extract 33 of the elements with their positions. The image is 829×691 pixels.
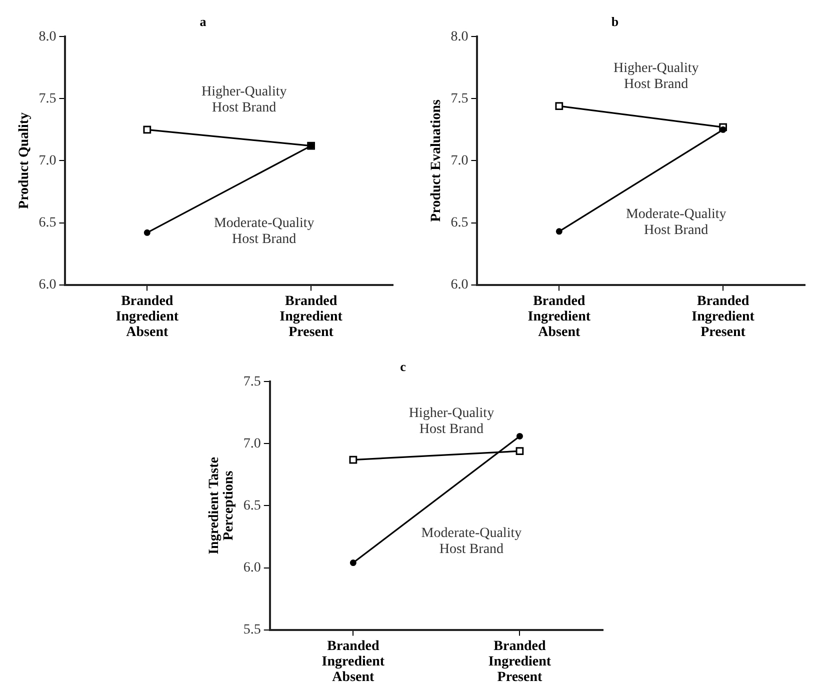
x-tick-label: Branded Ingredient Absent: [528, 294, 591, 340]
chart-title: b: [611, 14, 619, 30]
series-label: Moderate-Quality Host Brand: [421, 526, 522, 558]
y-tick-label: 8.0: [450, 29, 468, 44]
y-tick-label: 6.5: [38, 215, 56, 230]
x-tick-label: Branded Ingredient Absent: [116, 294, 179, 340]
y-tick-label: 7.5: [38, 91, 56, 106]
x-tick-label: Branded Ingredient Present: [488, 639, 552, 685]
series-label: Moderate-Quality Host Brand: [626, 207, 726, 238]
y-tick-label: 6.0: [243, 560, 261, 576]
y-axis-title: Product Quality: [16, 112, 32, 209]
series-label: Moderate-Quality Host Brand: [214, 216, 314, 247]
y-tick-label: 6.5: [450, 215, 468, 230]
chart-title: a: [200, 14, 207, 30]
y-tick-label: 5.5: [243, 622, 261, 638]
chart-title: c: [400, 359, 406, 374]
x-tick-label: Branded Ingredient Absent: [322, 639, 385, 685]
y-tick-label: 7.0: [38, 153, 56, 168]
series-label: Higher-Quality Host Brand: [613, 60, 699, 92]
y-tick-label: 6.0: [38, 277, 56, 292]
series-label: Higher-Quality Host Brand: [408, 406, 494, 437]
y-tick-label: 7.0: [243, 436, 261, 452]
y-tick-label: 7.5: [450, 91, 468, 106]
series-label: Higher-Quality Host Brand: [201, 84, 287, 116]
x-tick-label: Branded Ingredient Present: [280, 294, 343, 340]
y-axis-title: Product Evaluations: [428, 99, 444, 222]
y-tick-label: 6.0: [450, 277, 468, 292]
y-axis-title: Ingredient Taste Perceptions: [206, 457, 237, 554]
y-tick-label: 7.5: [243, 374, 261, 390]
y-tick-label: 6.5: [243, 498, 261, 514]
y-tick-label: 7.0: [450, 153, 468, 168]
y-tick-label: 8.0: [38, 29, 56, 44]
x-tick-label: Branded Ingredient Present: [692, 294, 755, 340]
